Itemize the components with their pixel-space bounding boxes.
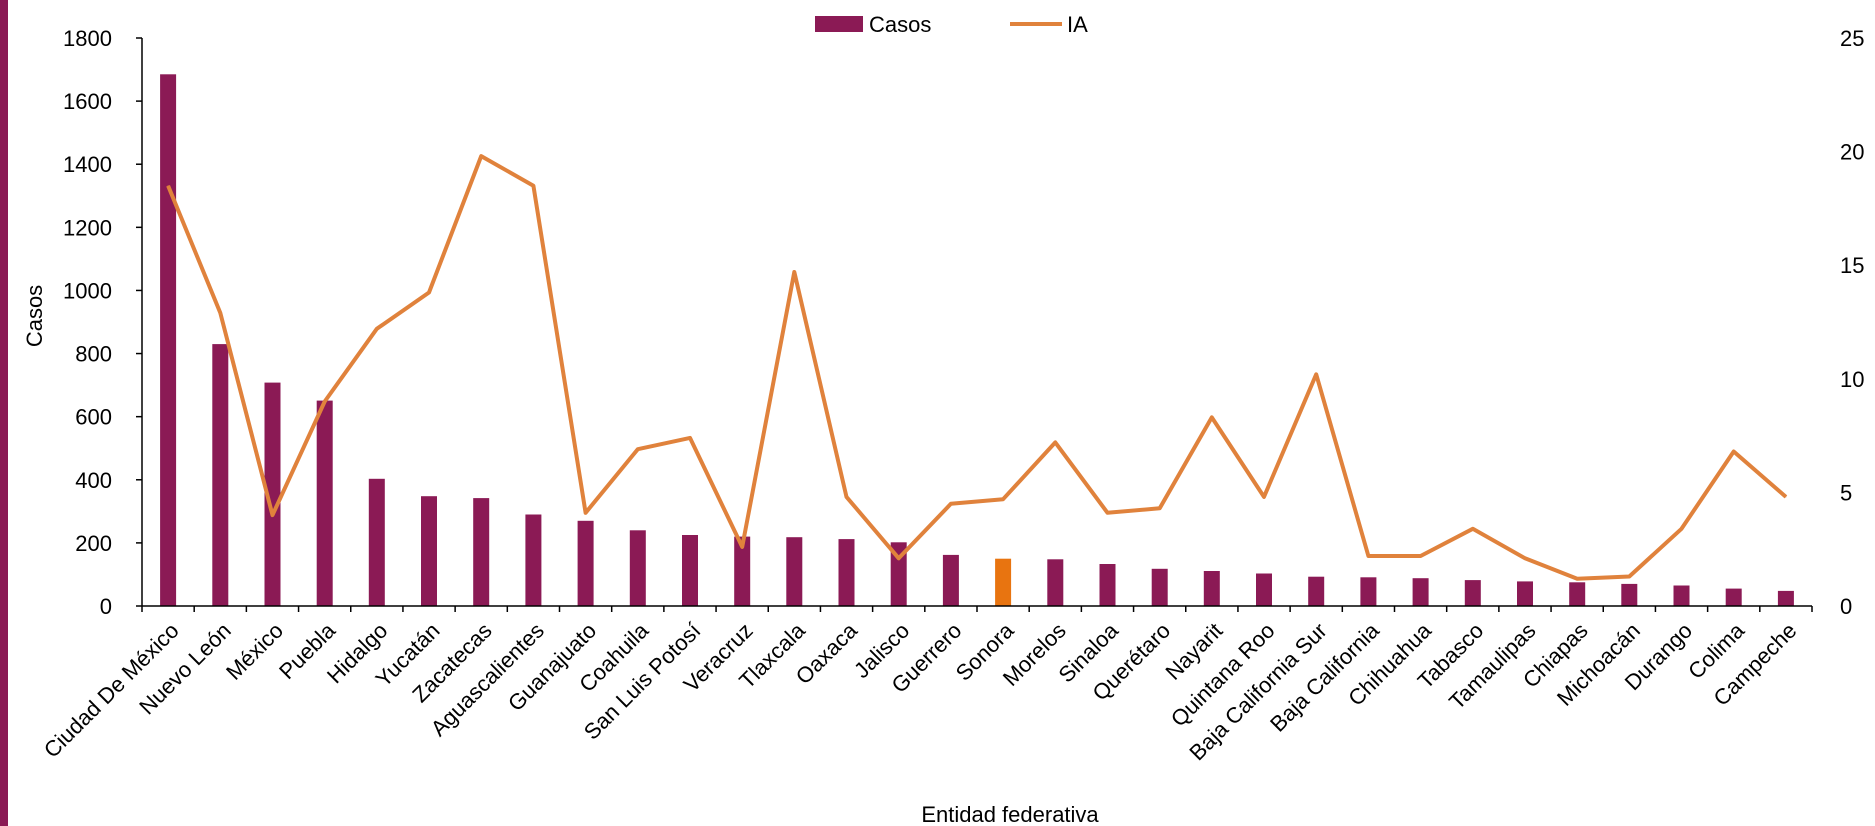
bar-colima	[1725, 588, 1742, 606]
bar-nayarit	[1203, 571, 1220, 606]
ia-point-querétaro	[1159, 507, 1161, 509]
ia-line	[166, 154, 1788, 581]
tick-labels: 0 200 400 600 800 1000 1200 1400 1600 1800 0 5 10 15 2…	[39, 26, 1865, 765]
bar-tabasco	[1464, 580, 1481, 606]
y-tick-label: 1600	[63, 89, 112, 114]
bar-baja-california	[1360, 577, 1377, 606]
legend: Casos IA	[815, 12, 1088, 37]
bar-oaxaca	[838, 539, 855, 606]
ia-point-hidalgo	[376, 328, 378, 330]
y2-tick-label: 10	[1840, 367, 1864, 392]
ia-point-morelos	[1054, 441, 1056, 443]
legend-swatch-casos	[815, 16, 863, 32]
bar-jalisco	[890, 542, 907, 606]
ia-point-baja-california-sur	[1315, 373, 1317, 375]
line-series	[166, 154, 1788, 581]
bar-querétaro	[1151, 568, 1168, 606]
y-tick-label: 1400	[63, 152, 112, 177]
bar-guerrero	[942, 554, 959, 606]
ia-point-tlaxcala	[793, 271, 795, 273]
y-axis-title: Casos	[22, 285, 47, 347]
bar-morelos	[1047, 559, 1064, 606]
ia-point-colima	[1733, 451, 1735, 452]
y2-tick-label: 5	[1840, 480, 1852, 505]
ia-point-nuevo-león	[219, 312, 221, 314]
bar-sinaloa	[1099, 564, 1116, 606]
bar-nuevo-león	[212, 344, 229, 606]
bar-puebla	[316, 400, 333, 606]
ia-point-nayarit	[1211, 416, 1213, 418]
ia-point-aguascalientes	[532, 185, 534, 187]
ia-point-tabasco	[1472, 528, 1474, 530]
y-tick-label: 0	[100, 594, 112, 619]
x-tick-label: México	[221, 618, 288, 685]
ia-point-baja-california	[1367, 555, 1369, 557]
ia-point-veracruz	[741, 546, 743, 548]
bar-campeche	[1777, 590, 1794, 606]
bar-tamaulipas	[1517, 581, 1533, 606]
bar-hidalgo	[368, 478, 385, 606]
bar-méxico	[264, 382, 281, 606]
ia-point-tamaulipas	[1524, 557, 1526, 559]
bar-coahuila	[629, 530, 646, 606]
ia-point-puebla	[324, 401, 326, 402]
y-tick-label: 1200	[63, 215, 112, 240]
legend-label-ia: IA	[1067, 12, 1088, 37]
ia-point-chiapas	[1576, 578, 1578, 580]
bar-sonora	[995, 558, 1012, 606]
bar-series	[160, 74, 1794, 607]
ia-point-oaxaca	[846, 496, 847, 498]
y2-tick-label: 25	[1840, 26, 1864, 51]
bar-aguascalientes	[525, 514, 542, 606]
y-tick-label: 800	[75, 342, 112, 367]
ia-point-zacatecas	[480, 155, 482, 157]
ia-point-sinaloa	[1107, 512, 1108, 514]
y2-tick-label: 0	[1840, 594, 1852, 619]
y-tick-label: 200	[75, 531, 112, 556]
y-tick-label: 600	[75, 405, 112, 430]
bar-san-luis-potosí	[682, 535, 698, 606]
bar-ciudad-de-méxico	[160, 74, 177, 607]
ia-point-guanajuato	[585, 512, 587, 514]
bar-quintana-roo	[1256, 573, 1272, 606]
bar-michoacán	[1621, 583, 1638, 606]
ia-point-jalisco	[898, 557, 900, 559]
ia-point-guerrero	[950, 503, 952, 505]
ia-point-sonora	[1002, 498, 1004, 500]
x-axis-title: Entidad federativa	[921, 802, 1099, 826]
ia-point-méxico	[272, 514, 273, 516]
ia-point-quintana-roo	[1263, 496, 1265, 498]
ia-point-michoacán	[1628, 576, 1630, 577]
bar-guanajuato	[577, 520, 594, 606]
ia-point-durango	[1681, 528, 1682, 530]
bar-baja-california-sur	[1308, 576, 1325, 606]
bar-chihuahua	[1412, 578, 1429, 606]
ia-point-san-luis-potosí	[689, 437, 691, 439]
bar-tlaxcala	[786, 537, 803, 606]
ia-point-ciudad-de-méxico	[167, 185, 169, 187]
y2-tick-label: 20	[1840, 140, 1864, 165]
y-tick-label: 1000	[63, 278, 112, 303]
ia-point-chihuahua	[1420, 555, 1422, 557]
bar-zacatecas	[473, 498, 490, 606]
y2-tick-label: 15	[1840, 253, 1864, 278]
bar-chiapas	[1569, 582, 1586, 606]
bar-yucatán	[421, 496, 437, 606]
left-accent-bar	[0, 0, 8, 826]
bar-durango	[1673, 585, 1690, 606]
y-tick-label: 1800	[63, 26, 112, 51]
ia-point-campeche	[1785, 496, 1787, 498]
legend-label-casos: Casos	[869, 12, 931, 37]
ia-point-coahuila	[637, 448, 639, 450]
bar-veracruz	[734, 536, 751, 606]
axes	[136, 37, 1813, 612]
y-tick-label: 400	[75, 468, 112, 493]
ia-point-yucatán	[428, 292, 430, 293]
